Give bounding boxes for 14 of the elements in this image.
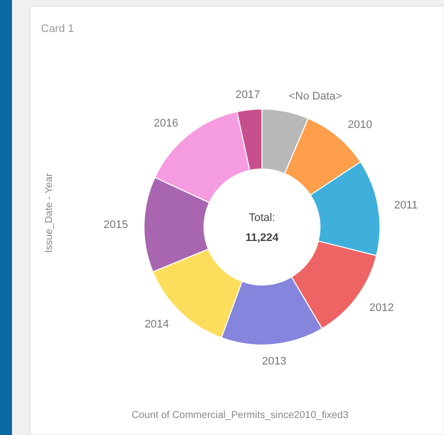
text: Total: <box>248 212 276 224</box>
text: 11,224 <box>245 232 280 244</box>
slice-label: 2017 <box>235 88 260 101</box>
text: Count of Commercial_Permits_since2010_fixed3 <box>132 410 349 421</box>
slice-label: 2012 <box>369 302 394 314</box>
slice-label: 2013 <box>262 355 286 368</box>
chart-title: Card 1 <box>41 23 74 35</box>
slice-label: 2014 <box>144 318 170 331</box>
slice-label: 2015 <box>104 219 128 232</box>
slice-label: 2011 <box>394 199 418 212</box>
slice-label: 2010 <box>348 119 372 132</box>
text: Issue_Date - Year <box>44 172 55 253</box>
slice-label: <No Data> <box>288 90 342 103</box>
slice-label: 2016 <box>154 117 178 130</box>
